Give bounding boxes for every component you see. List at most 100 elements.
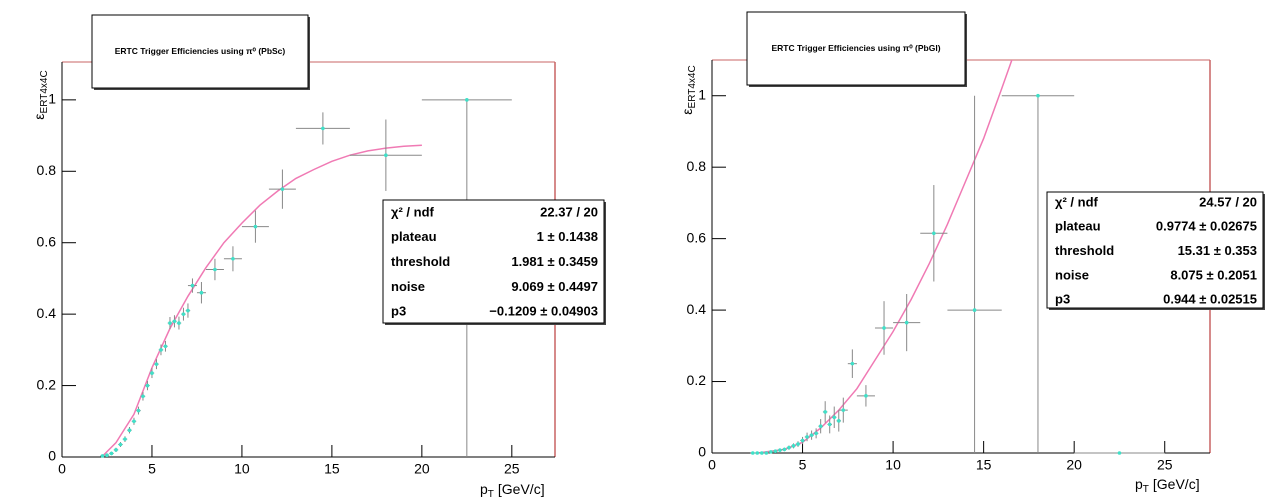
y-tick-label: 0 <box>48 448 56 464</box>
x-tick-label: 25 <box>504 461 520 477</box>
x-tick-label: 0 <box>58 461 66 477</box>
data-point <box>800 438 805 443</box>
stats-label: threshold <box>391 254 450 269</box>
error-bar <box>947 95 1002 453</box>
x-tick-label: 15 <box>324 461 340 477</box>
stats-label: plateau <box>1055 219 1101 234</box>
y-label-symbol: ε <box>31 113 47 119</box>
y-tick-label: 0 <box>698 444 706 460</box>
x-tick-label: 0 <box>708 457 716 473</box>
stats-box <box>382 199 605 324</box>
x-label-unit: [GeV/c] <box>498 481 545 497</box>
x-tick-label: 15 <box>976 457 992 473</box>
data-point <box>465 98 469 102</box>
stats-label: χ² / ndf <box>391 204 435 219</box>
data-point <box>132 419 136 424</box>
x-label-symbol: p <box>480 481 488 497</box>
data-point <box>114 448 118 452</box>
y-tick-label: 1 <box>48 91 56 107</box>
stats-value: 1 ± 0.1438 <box>537 229 598 244</box>
data-point <box>136 408 141 413</box>
data-point <box>864 394 868 398</box>
data-point <box>750 451 755 455</box>
y-label-symbol: ε <box>679 108 695 114</box>
data-point <box>814 431 818 436</box>
y-tick-label: 0.6 <box>687 229 707 245</box>
y-tick-label: 0.2 <box>687 372 707 388</box>
data-point <box>832 415 837 420</box>
x-tick-label: 5 <box>148 461 156 477</box>
data-point <box>154 362 159 366</box>
data-point <box>163 344 168 349</box>
stats-box <box>1046 191 1264 309</box>
data-point <box>818 424 823 429</box>
x-tick-label: 10 <box>885 457 901 473</box>
data-point <box>199 290 204 295</box>
chart-title: ERTC Trigger Efficiencies using π⁰ (PbGl… <box>771 43 940 53</box>
data-point <box>827 422 832 427</box>
stats-value: 0.9774 ± 0.02675 <box>1156 219 1257 234</box>
data-point <box>972 308 977 312</box>
stats-label: p3 <box>391 304 406 319</box>
chart-title: ERTC Trigger Efficiencies using π⁰ (PbSc… <box>115 46 286 56</box>
x-tick-label: 10 <box>234 461 250 477</box>
data-point <box>172 319 177 324</box>
y-tick-label: 0.4 <box>687 301 707 317</box>
data-point <box>213 267 217 272</box>
y-tick-label: 0.6 <box>37 233 57 249</box>
stats-label: χ² / ndf <box>1055 194 1099 209</box>
data-point <box>823 410 827 414</box>
data-point <box>809 433 814 437</box>
y-axis-label: εERT4x4C <box>31 70 50 119</box>
stats-value: 9.069 ± 0.4497 <box>511 279 598 294</box>
x-tick-label: 20 <box>1066 457 1082 473</box>
data-point <box>805 435 809 439</box>
data-point <box>782 447 787 452</box>
y-tick-label: 1 <box>698 86 706 102</box>
data-point <box>109 451 114 456</box>
data-point <box>321 126 325 131</box>
data-point <box>159 348 163 352</box>
stats-label: threshold <box>1055 243 1114 258</box>
data-point <box>773 449 778 454</box>
y-axis-label: εERT4x4C <box>679 65 698 114</box>
data-point <box>791 444 796 448</box>
stats-value: 0.944 ± 0.02515 <box>1163 292 1257 307</box>
data-point <box>150 371 154 375</box>
data-point <box>932 231 936 236</box>
data-point <box>850 361 855 366</box>
stats-label: p3 <box>1055 292 1070 307</box>
data-point <box>384 153 388 158</box>
stats-label: noise <box>391 279 425 294</box>
data-point <box>145 383 150 388</box>
data-point <box>841 408 846 412</box>
y-label-sub: ERT4x4C <box>687 65 698 108</box>
x-label-symbol: p <box>1135 476 1143 492</box>
x-label-sub: T <box>488 489 494 498</box>
stats-value: 8.075 ± 0.2051 <box>1170 267 1257 282</box>
data-point <box>105 453 109 458</box>
x-tick-label: 25 <box>1157 457 1173 473</box>
data-point <box>796 442 800 446</box>
data-point <box>836 419 841 423</box>
data-point <box>168 321 172 325</box>
x-tick-label: 20 <box>414 461 430 477</box>
stats-value: 24.57 / 20 <box>1199 194 1257 209</box>
stats-value: 22.37 / 20 <box>540 204 598 219</box>
x-axis-label: pT [GeV/c] <box>480 481 545 498</box>
data-point <box>127 428 132 433</box>
stats-value: −0.1209 ± 0.04903 <box>489 304 598 319</box>
stats-label: noise <box>1055 267 1089 282</box>
data-point <box>1117 451 1122 455</box>
y-tick-label: 0.2 <box>37 376 57 392</box>
x-tick-label: 5 <box>799 457 807 473</box>
y-tick-label: 0.8 <box>37 162 57 178</box>
x-label-sub: T <box>1143 484 1149 495</box>
data-point <box>787 445 791 450</box>
data-point <box>253 224 258 229</box>
data-point <box>769 450 773 454</box>
data-point <box>755 451 760 455</box>
